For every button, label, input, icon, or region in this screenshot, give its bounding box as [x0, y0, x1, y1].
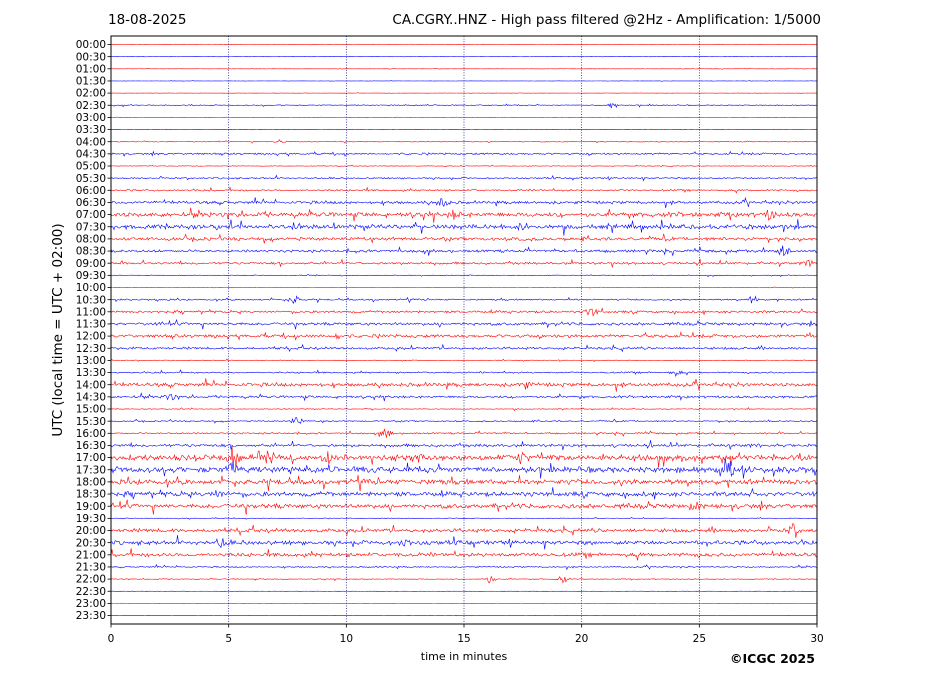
x-tick-label: 25 — [693, 633, 706, 645]
x-tick-label: 20 — [575, 633, 588, 645]
y-tick-label: 08:30 — [76, 246, 106, 258]
y-tick-label: 23:00 — [76, 598, 106, 610]
y-tick-label: 15:00 — [76, 404, 106, 416]
y-tick-label: 19:00 — [76, 501, 106, 513]
y-tick-label: 22:00 — [76, 574, 106, 586]
y-tick-label: 10:30 — [76, 294, 106, 306]
plot-title: CA.CGRY..HNZ - High pass filtered @2Hz -… — [392, 12, 821, 28]
trace-0400 — [110, 139, 818, 144]
y-tick-label: 15:30 — [76, 416, 106, 428]
trace-2200 — [110, 575, 818, 584]
y-tick-label: 04:30 — [76, 148, 106, 160]
y-tick-label: 00:00 — [76, 39, 106, 51]
y-tick-label: 06:00 — [76, 185, 106, 197]
trace-1330 — [110, 369, 818, 378]
trace-1000 — [110, 286, 818, 289]
y-tick-label: 20:30 — [76, 537, 106, 549]
y-tick-label: 17:00 — [76, 452, 106, 464]
trace-1300 — [110, 358, 818, 363]
copyright-label: ©ICGC 2025 — [730, 651, 815, 666]
y-tick-label: 18:30 — [76, 489, 106, 501]
y-tick-label: 16:30 — [76, 440, 106, 452]
y-tick-label: 00:30 — [76, 51, 106, 63]
y-tick-label: 07:00 — [76, 209, 106, 221]
y-tick-label: 03:00 — [76, 112, 106, 124]
y-axis-ticks: 00:0000:3001:0001:3002:0002:3003:0003:30… — [76, 39, 111, 622]
y-tick-label: 04:00 — [76, 136, 106, 148]
y-tick-label: 20:00 — [76, 525, 106, 537]
y-tick-label: 01:00 — [76, 63, 106, 75]
y-tick-label: 11:30 — [76, 319, 106, 331]
trace-1130 — [110, 318, 818, 330]
y-tick-label: 08:00 — [76, 234, 106, 246]
y-tick-label: 14:00 — [76, 379, 106, 391]
y-tick-label: 13:30 — [76, 367, 106, 379]
y-tick-label: 06:30 — [76, 197, 106, 209]
grid-lines — [228, 36, 700, 624]
trace-0100 — [110, 68, 818, 70]
trace-1700 — [110, 445, 818, 468]
y-tick-label: 13:00 — [76, 355, 106, 367]
y-tick-label: 17:30 — [76, 464, 106, 476]
trace-1030 — [110, 295, 818, 305]
trace-2030 — [110, 535, 818, 550]
trace-1430 — [110, 392, 818, 402]
y-tick-label: 21:30 — [76, 562, 106, 574]
plot-date: 18-08-2025 — [108, 12, 187, 28]
trace-1930 — [110, 517, 818, 520]
x-tick-label: 30 — [810, 633, 823, 645]
x-axis-label: time in minutes — [421, 650, 508, 663]
y-tick-label: 09:00 — [76, 258, 106, 270]
y-tick-label: 16:00 — [76, 428, 106, 440]
trace-0700 — [110, 207, 818, 223]
y-tick-label: 03:30 — [76, 124, 106, 136]
y-tick-label: 11:00 — [76, 306, 106, 318]
x-tick-label: 15 — [457, 633, 470, 645]
y-axis-label: UTC (local time = UTC + 02:00) — [50, 223, 66, 436]
y-tick-label: 10:00 — [76, 282, 106, 294]
y-tick-label: 05:30 — [76, 173, 106, 185]
y-tick-label: 12:00 — [76, 331, 106, 343]
trace-0330 — [110, 128, 818, 131]
y-tick-label: 05:00 — [76, 161, 106, 173]
y-tick-label: 01:30 — [76, 76, 106, 88]
y-tick-label: 02:30 — [76, 100, 106, 112]
x-axis-ticks: 0 5 10 15 20 25 30 — [108, 624, 824, 645]
y-tick-label: 14:30 — [76, 391, 106, 403]
y-tick-label: 18:00 — [76, 477, 106, 489]
x-tick-label: 0 — [108, 633, 115, 645]
trace-1600 — [110, 428, 818, 438]
y-tick-label: 21:00 — [76, 549, 106, 561]
trace-0030 — [110, 56, 818, 58]
y-tick-label: 22:30 — [76, 586, 106, 598]
y-tick-label: 12:30 — [76, 343, 106, 355]
y-tick-label: 19:30 — [76, 513, 106, 525]
y-tick-label: 23:30 — [76, 610, 106, 622]
y-tick-label: 02:00 — [76, 88, 106, 100]
y-tick-label: 07:30 — [76, 221, 106, 233]
trace-0200 — [110, 92, 818, 94]
x-tick-label: 10 — [340, 633, 353, 645]
trace-0230 — [110, 102, 818, 109]
y-tick-label: 09:30 — [76, 270, 106, 282]
x-tick-label: 5 — [225, 633, 232, 645]
trace-0530 — [110, 174, 817, 182]
trace-1500 — [110, 407, 818, 412]
